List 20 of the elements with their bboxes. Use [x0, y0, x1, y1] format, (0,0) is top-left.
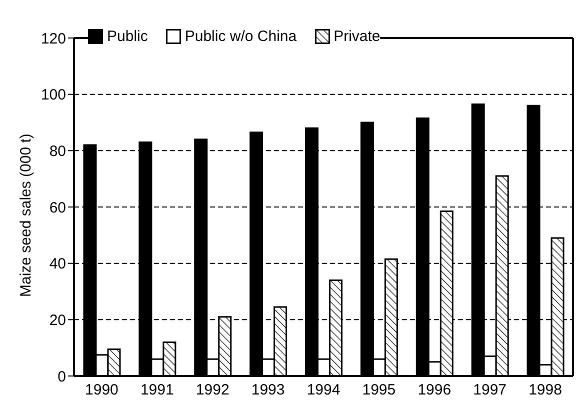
legend-label: Private — [334, 28, 380, 45]
x-tick-label: 1990 — [85, 382, 118, 399]
x-tick-label: 1994 — [306, 382, 340, 399]
x-tick-label: 1996 — [418, 382, 452, 399]
x-tick-label: 1997 — [473, 382, 507, 399]
y-tick-label: 60 — [49, 199, 66, 216]
y-tick-label: 40 — [49, 256, 66, 273]
y-tick-label: 20 — [49, 312, 66, 329]
legend-label: Public w/o China — [184, 28, 297, 45]
y-tick-label: 120 — [40, 30, 66, 48]
y-tick-label: 100 — [40, 86, 66, 104]
y-axis-title: Maize seed sales (000 t) — [17, 134, 34, 297]
y-tick-label: 0 — [58, 368, 66, 386]
x-tick-label: 1995 — [362, 382, 396, 399]
x-tick-label: 1992 — [196, 382, 230, 399]
x-tick-label: 1993 — [251, 382, 285, 399]
y-tick-label: 80 — [49, 142, 66, 160]
x-tick-label: 1998 — [528, 382, 562, 399]
legend-label: Public — [107, 28, 148, 45]
x-tick-label: 1991 — [140, 382, 174, 399]
